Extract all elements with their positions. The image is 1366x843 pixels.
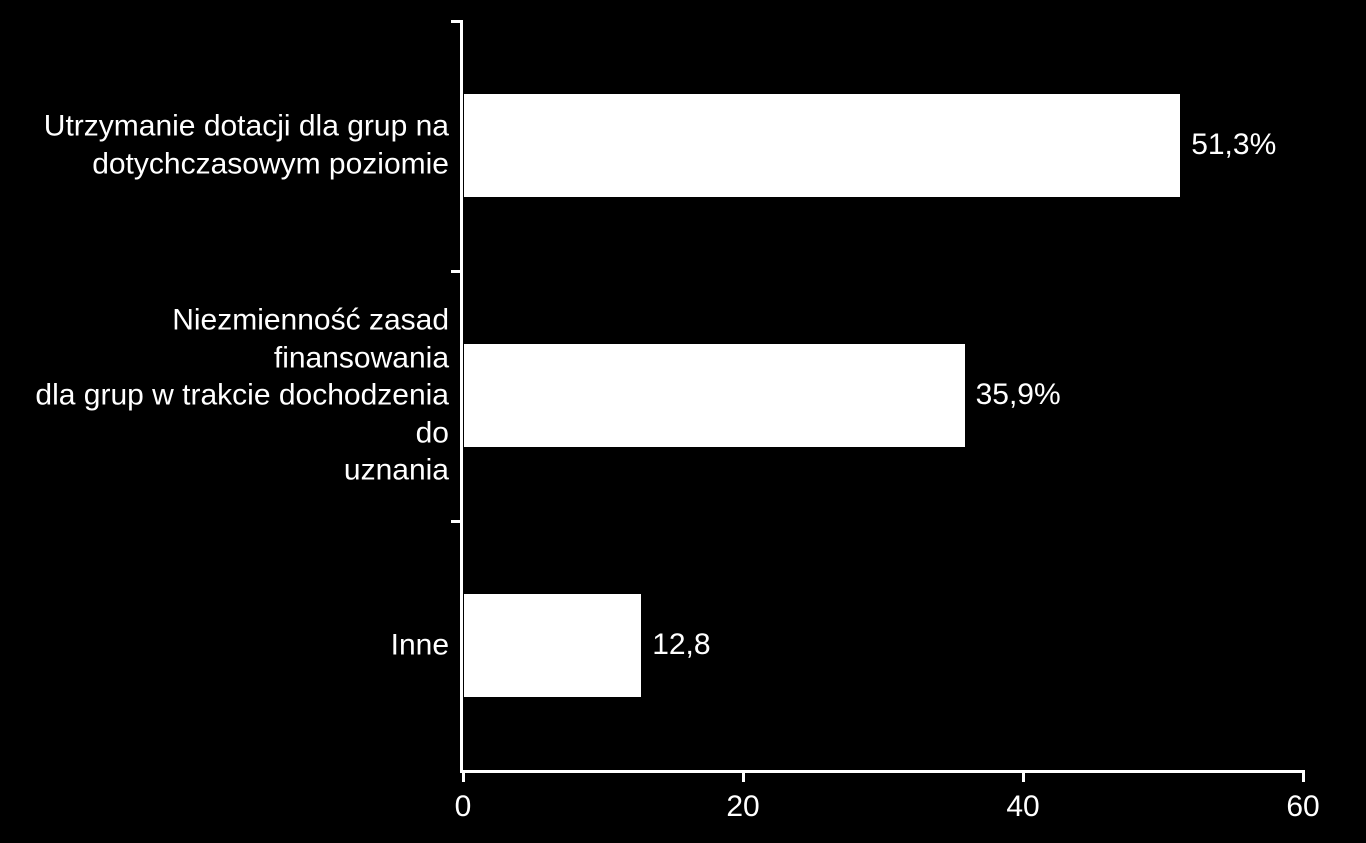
x-tick-label-3: 60	[1286, 790, 1319, 824]
bar-label-1: Niezmienność zasad finansowaniadla grup …	[9, 301, 463, 489]
bar-label-0: Utrzymanie dotacji dla grup nadotychczas…	[9, 108, 463, 183]
plot-area: Utrzymanie dotacji dla grup nadotychczas…	[460, 20, 1303, 773]
bar-0	[463, 93, 1181, 198]
y-tick-0	[451, 20, 463, 23]
chart-stage: Utrzymanie dotacji dla grup nadotychczas…	[0, 0, 1366, 843]
x-tick-0	[462, 770, 465, 782]
x-tick-label-1: 20	[726, 790, 759, 824]
x-tick-label-2: 40	[1006, 790, 1039, 824]
bar-2	[463, 593, 642, 698]
bar-label-2: Inne	[9, 626, 463, 664]
bar-1	[463, 343, 966, 448]
bar-value-1: 35,9%	[966, 378, 1061, 412]
bar-value-2: 12,8	[642, 628, 710, 662]
x-tick-2	[1022, 770, 1025, 782]
y-tick-2	[451, 520, 463, 523]
x-tick-1	[742, 770, 745, 782]
x-tick-3	[1302, 770, 1305, 782]
y-tick-1	[451, 270, 463, 273]
x-tick-label-0: 0	[455, 790, 472, 824]
bar-value-0: 51,3%	[1181, 128, 1276, 162]
